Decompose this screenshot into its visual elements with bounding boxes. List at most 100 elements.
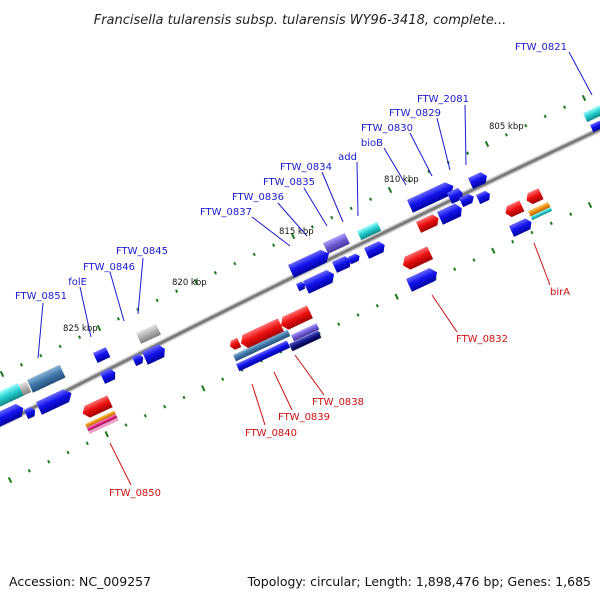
gene-label[interactable]: FTW_0830 — [361, 123, 413, 134]
gene-glyph — [416, 214, 439, 233]
gene-glyph — [82, 395, 113, 418]
gene-label[interactable]: FTW_0829 — [389, 108, 441, 119]
gene-glyph — [505, 200, 525, 218]
tick-minor — [549, 221, 553, 226]
tick-minor — [369, 197, 373, 201]
tick-minor — [47, 459, 51, 464]
tick-minor — [472, 258, 476, 262]
gene-label[interactable]: birA — [550, 287, 570, 298]
tick-major — [0, 370, 5, 378]
gene-glyph — [289, 330, 322, 352]
tick-minor — [175, 289, 179, 293]
gene-label[interactable]: FTW_0845 — [116, 246, 168, 257]
tick-minor — [466, 151, 470, 155]
gene-glyphs — [0, 105, 600, 434]
tick-minor — [530, 230, 534, 235]
gene-glyph — [232, 329, 291, 362]
gene-label[interactable]: FTW_0846 — [83, 262, 135, 273]
tick-minor — [233, 261, 237, 266]
tick-minor — [511, 239, 515, 244]
tick-minor — [66, 450, 70, 455]
tick-major — [290, 232, 296, 240]
tick-minor — [78, 335, 82, 339]
gene-glyph — [24, 407, 36, 420]
gene-glyph — [132, 354, 144, 367]
gene-label[interactable]: FTW_0839 — [278, 412, 330, 423]
gene-label[interactable]: FTW_0832 — [456, 334, 508, 345]
gene-glyph — [468, 172, 487, 189]
gene-label[interactable]: FTW_0837 — [200, 207, 252, 218]
gene-glyph — [280, 305, 313, 330]
tick-minor — [337, 322, 341, 326]
gene-label[interactable]: FTW_2081 — [417, 94, 469, 105]
tick-major — [484, 140, 490, 148]
gene-label[interactable]: add — [338, 152, 357, 163]
gene-glyph — [0, 403, 24, 427]
gene-glyph — [236, 340, 291, 372]
tick-major — [394, 293, 399, 300]
tick-minor — [563, 105, 567, 109]
tick-minor — [85, 441, 89, 446]
gene-glyph — [357, 221, 382, 241]
gene-glyph — [36, 389, 72, 415]
tick-minor — [330, 215, 334, 220]
gene-glyph — [526, 188, 544, 205]
gene-glyph — [437, 203, 462, 225]
gene-label[interactable]: FTW_0838 — [312, 397, 364, 408]
tick-minor — [39, 353, 43, 358]
gene-label[interactable]: FTW_0836 — [232, 192, 284, 203]
tick-minor — [504, 133, 508, 137]
gene-glyph — [136, 323, 162, 344]
gene-glyph — [288, 249, 330, 278]
gene-label[interactable]: FTW_0851 — [15, 291, 67, 302]
tick-minor — [213, 271, 217, 275]
kbp-label-815: 815 kbp — [279, 227, 314, 237]
gene-glyph — [332, 256, 351, 273]
tick-major — [104, 431, 109, 438]
gene-label[interactable]: FTW_0835 — [263, 177, 315, 188]
gene-labels: FTW_0821 FTW_2081 FTW_0829 FTW_0830 bioB… — [15, 42, 570, 499]
kbp-label-820: 820 kbp — [172, 278, 207, 288]
tick-major — [201, 385, 206, 392]
tick-minor — [453, 267, 457, 271]
gene-glyph — [459, 193, 474, 208]
tick-minor — [58, 344, 62, 349]
tick-minor — [155, 298, 159, 303]
gene-glyph — [509, 218, 532, 237]
tick-major — [96, 324, 102, 332]
tick-track-outer — [0, 94, 587, 378]
gene-glyph — [590, 120, 600, 133]
leader-lines — [37, 51, 593, 486]
gene-glyph — [291, 323, 320, 342]
gene-label[interactable]: bioB — [361, 138, 383, 149]
gene-glyph — [406, 268, 438, 292]
tick-major — [7, 476, 13, 484]
tick-minor — [182, 395, 186, 400]
gene-label[interactable]: FTW_0834 — [280, 162, 332, 173]
gene-glyph — [27, 364, 66, 393]
tick-minor — [143, 414, 147, 418]
gene-glyph — [0, 383, 24, 407]
tick-minor — [375, 304, 379, 308]
gene-glyph — [364, 241, 385, 259]
gene-label[interactable]: folE — [68, 277, 87, 288]
tick-minor — [19, 363, 23, 367]
tick-minor — [221, 377, 225, 381]
tick-minor — [116, 317, 120, 321]
gene-glyph — [85, 410, 119, 434]
kbp-label-805: 805 kbp — [489, 122, 524, 132]
gene-label[interactable]: FTW_0840 — [245, 428, 297, 439]
gene-label[interactable]: FTW_0821 — [515, 42, 567, 53]
gene-label[interactable]: FTW_0850 — [109, 488, 161, 499]
gene-glyph — [348, 253, 360, 265]
tick-major — [491, 247, 496, 254]
gene-glyph — [303, 270, 335, 294]
genome-summary-text: Topology: circular; Length: 1,898,476 bp… — [247, 574, 591, 589]
gene-glyph — [100, 368, 116, 384]
tick-minor — [407, 179, 411, 183]
accession-text: Accession: NC_009257 — [9, 574, 151, 589]
tick-minor — [349, 206, 353, 211]
gene-glyph — [296, 281, 305, 292]
tick-minor — [27, 469, 31, 473]
